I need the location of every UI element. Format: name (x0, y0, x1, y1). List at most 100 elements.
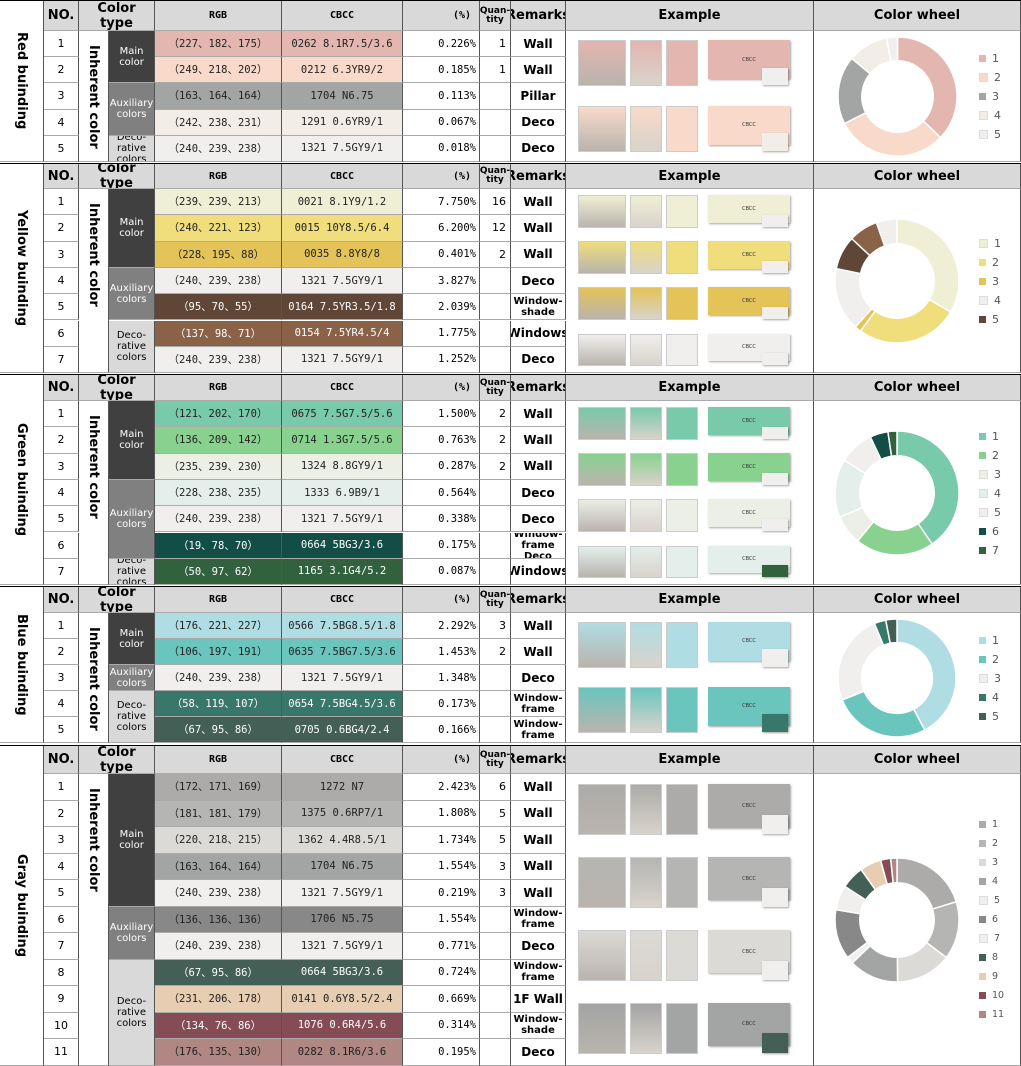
color-group-label: Deco- rative colors (109, 558, 155, 586)
percentage: 0.287% (403, 453, 480, 480)
example-panel: CBCC CBCC (566, 613, 814, 743)
cbcc-code: 1321 7.5GY9/1 (282, 933, 403, 960)
remark: Windows (511, 558, 566, 586)
building-photo (630, 1002, 662, 1054)
donut-chart (834, 218, 960, 344)
row-number: 2 (44, 215, 79, 242)
building-photo (578, 545, 626, 578)
rgb-value: （240、239、238） (155, 267, 282, 295)
rgb-value: （136、209、142） (155, 427, 282, 454)
color-group-text: Main color (119, 627, 144, 650)
header-no: NO. (44, 375, 79, 401)
legend-item: 2 (979, 834, 1004, 853)
color-group-label: Main color (109, 774, 155, 907)
color-wheel-panel: 1 2 3 4 5 (814, 31, 1021, 162)
row-number: 6 (44, 532, 79, 559)
color-card-title: CBCC (742, 556, 756, 563)
inherent-color-label: Inherent color (79, 189, 109, 374)
legend-label: 1 (994, 236, 1001, 250)
legend-swatch (979, 277, 986, 285)
row-number: 2 (44, 427, 79, 454)
quantity: 2 (480, 401, 511, 428)
building-photo (666, 929, 698, 981)
example-panel: CBCC CBCC CBCC CBCC (566, 774, 814, 1066)
remark: Window- frame (511, 717, 566, 743)
legend-swatch (979, 896, 988, 906)
building-photo (666, 857, 698, 909)
row-number: 1 (44, 189, 79, 216)
remark: Wall (511, 427, 566, 454)
quantity: 2 (480, 639, 511, 665)
quantity (480, 83, 511, 110)
building-photo (666, 287, 698, 320)
color-card-small (762, 472, 788, 486)
legend-item: 4 (979, 688, 1001, 707)
quantity (480, 959, 511, 986)
percentage: 1.500% (403, 401, 480, 428)
section-label: Gray buinding (0, 746, 44, 1066)
row-number: 9 (44, 986, 79, 1013)
percentage: 0.401% (403, 241, 480, 268)
cbcc-code: 1321 7.5GY9/1 (282, 665, 403, 691)
cbcc-code: 1076 0.6R4/5.6 (282, 1012, 403, 1039)
legend-swatch (979, 636, 986, 644)
rgb-value: （176、135、130） (155, 1039, 282, 1066)
quantity: 1 (480, 57, 511, 84)
cbcc-code: 0635 7.5BG7.5/3.6 (282, 639, 403, 665)
percentage: 0.166% (403, 717, 480, 743)
legend-swatch (979, 238, 988, 248)
building-photo (666, 40, 698, 86)
color-card-small (762, 814, 788, 835)
legend-swatch (979, 916, 986, 924)
rgb-value: （176、221、227） (155, 613, 282, 639)
cbcc-code: 1704 N6.75 (282, 83, 403, 110)
legend-item: 5 (979, 891, 1004, 910)
row-number: 3 (44, 665, 79, 691)
color-card-small (762, 306, 788, 320)
header-remarks: Remarks (511, 587, 566, 613)
section-label-text: Yellow buinding (14, 210, 29, 327)
building-photo (666, 784, 698, 836)
remark: Wall (511, 31, 566, 58)
legend-swatch (979, 295, 988, 305)
header-color-type: Color type (79, 1, 155, 31)
row-number: 11 (44, 1039, 79, 1066)
donut-slice-1 (896, 218, 960, 314)
quantity: 2 (480, 427, 511, 454)
remark: Wall (511, 189, 566, 216)
cbcc-code: 0212 6.3YR9/2 (282, 57, 403, 84)
color-group-text: Deco- rative colors (116, 329, 147, 363)
remark: Deco (511, 267, 566, 295)
color-card-title: CBCC (742, 206, 756, 213)
cbcc-code: 0664 5BG3/3.6 (282, 532, 403, 559)
row-number: 5 (44, 717, 79, 743)
legend-item: 3 (979, 87, 1001, 106)
rgb-value: （240、239、238） (155, 933, 282, 960)
legend-swatch (979, 73, 988, 82)
color-card-small (762, 960, 788, 980)
legend-label: 7 (992, 543, 999, 557)
rgb-value: （228、195、88） (155, 241, 282, 268)
building-photo (666, 1002, 698, 1054)
remark: Wall (511, 215, 566, 242)
legend-swatch (979, 934, 988, 944)
percentage: 0.087% (403, 558, 480, 586)
percentage: 0.185% (403, 57, 480, 84)
remark: Window- frame (511, 691, 566, 717)
building-photo (666, 499, 698, 532)
color-group-text: Main color (119, 216, 144, 239)
header-example: Example (566, 164, 814, 189)
color-group-text: Auxiliary colors (109, 98, 154, 121)
building-photo (630, 545, 662, 578)
header-remarks: Remarks (511, 164, 566, 189)
legend-label: 9 (992, 971, 999, 983)
legend-label: 4 (994, 293, 1001, 307)
quantity (480, 1039, 511, 1066)
cbcc-code: 0654 7.5BG4.5/3.6 (282, 691, 403, 717)
row-number: 7 (44, 558, 79, 586)
remark: Wall (511, 880, 566, 907)
percentage: 0.195% (403, 1039, 480, 1066)
color-wheel-legend: 1 2 3 4 5 (979, 234, 1001, 329)
header-rgb: RGB (155, 587, 282, 613)
